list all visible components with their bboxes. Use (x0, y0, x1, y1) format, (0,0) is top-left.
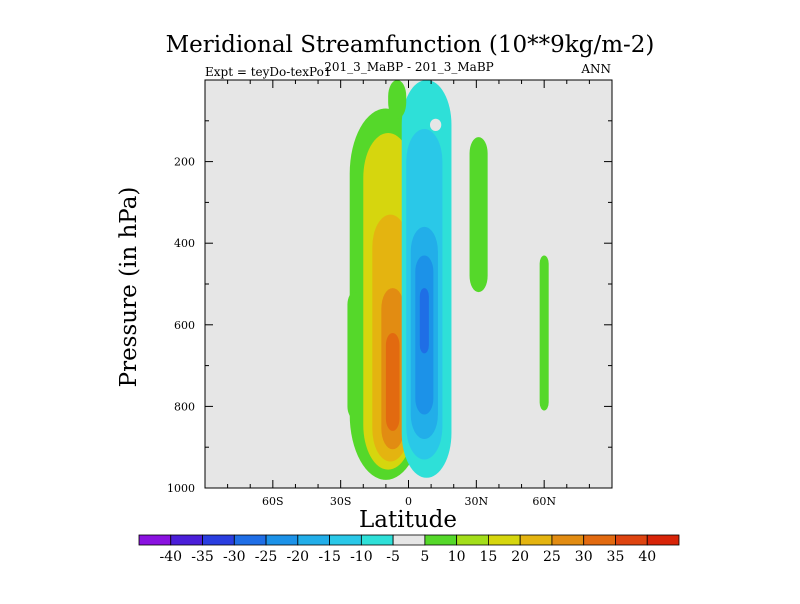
experiment-label: Expt = teyDo-texPo1 (205, 65, 331, 79)
y-tick-label: 800 (174, 400, 195, 413)
x-tick-label: 60S (262, 495, 284, 508)
tropical-green-upper (388, 80, 407, 119)
x-tick-label: 0 (405, 495, 412, 508)
y-tick-label: 600 (174, 319, 195, 332)
colorbar-box (233, 534, 267, 546)
colorbar-box (138, 534, 172, 546)
nh-upper-gray-hole (429, 118, 442, 131)
colorbar-label: -10 (350, 549, 373, 565)
colorbar-label: 5 (420, 549, 429, 565)
colorbar-box (297, 534, 330, 546)
colorbar-box (170, 534, 203, 546)
nh-deepblue-core (419, 288, 429, 354)
chart-title: Meridional Streamfunction (10**9kg/m-2) (166, 32, 655, 58)
x-tick-label: 60N (532, 495, 556, 508)
contour-regions (347, 80, 549, 480)
colorbar-label: -25 (255, 549, 278, 565)
colorbar-box (519, 534, 553, 546)
x-tick-label: 30N (465, 495, 489, 508)
sh-red-core (385, 332, 400, 431)
sh-lower-green (347, 292, 362, 419)
colorbar-box (202, 534, 235, 546)
colorbar-label: 15 (479, 549, 497, 565)
colorbar-box (551, 534, 585, 546)
season-label: ANN (580, 62, 611, 76)
axes: 60S 30S 0 30N 60N 200 400 600 800 1000 (167, 79, 613, 508)
colorbar-box (424, 534, 458, 546)
y-tick-label: 200 (174, 156, 195, 169)
colorbar-box (360, 534, 394, 546)
colorbar-label: 10 (448, 549, 466, 565)
colorbar-label: 30 (575, 549, 593, 565)
colorbar-label: 20 (511, 549, 529, 565)
y-tick-label: 400 (174, 237, 195, 250)
case-label: 201_3_MaBP - 201_3_MaBP (324, 60, 493, 74)
colorbar-label: -5 (386, 549, 400, 565)
colorbar-label: 35 (607, 549, 625, 565)
colorbar-box (488, 534, 521, 546)
colorbar: -40 -35 -30 -25 -20 -15 -10 -5 5 10 15 20 25 30 35 40 (138, 534, 680, 565)
colorbar-box (583, 534, 616, 546)
colorbar-label: -30 (223, 549, 246, 565)
colorbar-box (265, 534, 299, 546)
y-tick-label: 1000 (167, 482, 195, 495)
nh-subtropical-green (469, 137, 488, 293)
colorbar-box (329, 534, 362, 546)
colorbar-label: -20 (287, 549, 310, 565)
colorbar-label: 40 (638, 549, 656, 565)
colorbar-box (456, 534, 489, 546)
colorbar-label: -35 (191, 549, 214, 565)
colorbar-label: 25 (543, 549, 561, 565)
colorbar-label: -40 (159, 549, 182, 565)
plot-area (205, 80, 612, 488)
colorbar-box (646, 534, 680, 546)
x-axis-label: Latitude (359, 507, 457, 533)
nh-midlat-green (539, 255, 549, 411)
y-axis-label: Pressure (in hPa) (116, 187, 142, 388)
colorbar-label: -15 (318, 549, 341, 565)
x-tick-label: 30S (330, 495, 352, 508)
colorbar-box (615, 534, 648, 546)
colorbar-box (392, 534, 426, 546)
